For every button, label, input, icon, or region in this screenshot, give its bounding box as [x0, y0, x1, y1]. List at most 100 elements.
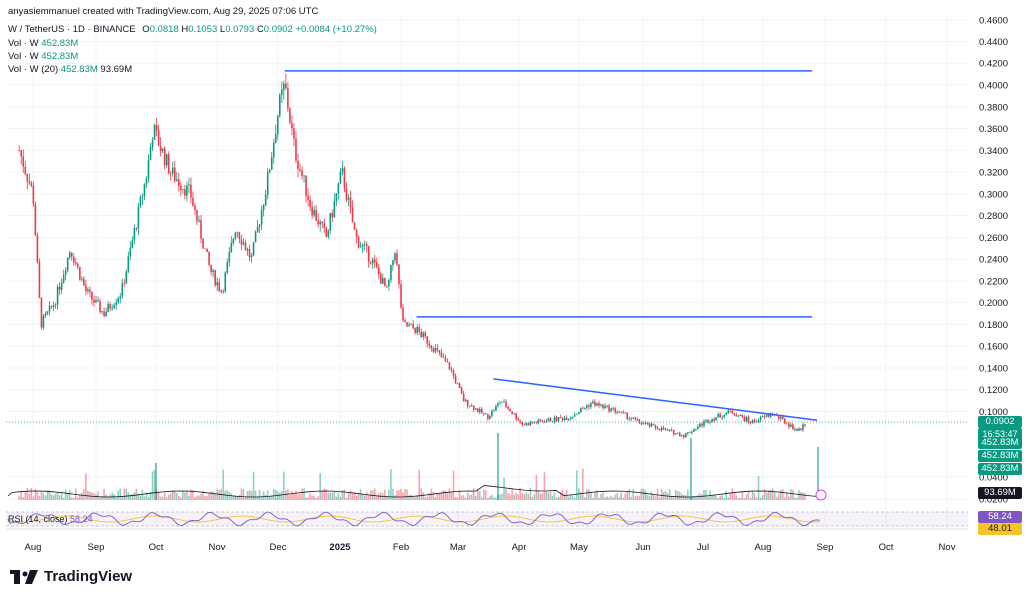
volume-value: 452.83M [41, 38, 79, 49]
volume-bar [129, 494, 132, 500]
candle-body [258, 224, 261, 227]
candle-body [276, 115, 279, 135]
volume-tag-b: 452.83M [978, 450, 1022, 462]
candle-body [656, 427, 659, 430]
candle-body [200, 220, 202, 239]
volume-bar [131, 494, 134, 500]
volume-bar [555, 497, 558, 500]
candle-body [719, 414, 721, 418]
volume-bar [604, 497, 606, 500]
candle-body [654, 425, 657, 428]
volume-bar [390, 469, 392, 500]
volume-bar [737, 497, 740, 500]
candle-body [228, 252, 231, 263]
volume-bar [695, 497, 697, 500]
y-tick-label: 0.4600 [979, 16, 1008, 27]
volume-bar [44, 495, 47, 500]
candle-body [491, 410, 493, 416]
volume-bar [466, 492, 469, 500]
volume-legend-1[interactable]: Vol · W 452.83M [8, 38, 78, 50]
volume-bar [218, 490, 221, 500]
candle-body [121, 283, 124, 297]
volume-bar [446, 491, 449, 500]
volume-legend-2[interactable]: Vol · W 452.83M [8, 51, 78, 63]
volume-bar [470, 494, 473, 500]
volume-bar [293, 493, 295, 500]
candle-body [430, 345, 433, 349]
volume-bar [246, 490, 249, 500]
volume-bar [487, 497, 489, 500]
candle-body [559, 417, 562, 418]
candle-body [343, 168, 346, 189]
y-tick-label: 0.3600 [979, 124, 1008, 135]
candle-body [636, 419, 639, 421]
volume-bar [301, 488, 303, 500]
candle-body [436, 348, 439, 351]
candle-body [650, 423, 653, 427]
candle-body [289, 108, 291, 123]
candle-body [448, 362, 451, 370]
volume-bar [733, 491, 736, 500]
candle-body [361, 244, 364, 247]
candle-body [668, 429, 671, 431]
volume-bar [765, 492, 768, 500]
candle-body [369, 261, 372, 264]
volume-bar [194, 497, 196, 500]
candle-body [329, 213, 332, 231]
candle-body [497, 403, 499, 406]
volume-bar [121, 497, 124, 500]
volume-bar [549, 491, 552, 500]
volume-bar [481, 497, 483, 500]
volume-bar [715, 495, 717, 500]
volume-bar [674, 489, 677, 500]
volume-bar [788, 496, 790, 500]
candle-body [440, 352, 443, 357]
volume-bar [802, 492, 804, 500]
symbol-name[interactable]: W / TetherUS · 1D · BINANCE [8, 24, 136, 35]
candle-body [390, 265, 392, 280]
candle-body [220, 290, 223, 292]
candle-body [327, 230, 330, 237]
candle-body [77, 263, 79, 268]
volume-bar [775, 496, 778, 500]
change-value: +0.0084 (+10.27%) [295, 24, 377, 35]
volume-bar [123, 488, 126, 500]
rsi-legend[interactable]: RSI (14, close) 58.24 [8, 513, 93, 525]
volume-bar [311, 495, 313, 500]
volume-bar [602, 492, 604, 500]
volume-bar [285, 490, 287, 500]
volume-bar [406, 489, 408, 500]
volume-bar [313, 495, 315, 500]
candle-body [485, 413, 487, 415]
volume-bar [719, 495, 721, 500]
volume-legend-3[interactable]: Vol · W (20) 452.83M 93.69M [8, 64, 132, 76]
volume-bar [751, 490, 754, 500]
brand[interactable]: TradingView [10, 568, 132, 585]
candle-body [747, 417, 750, 422]
y-tick-label: 0.3800 [979, 102, 1008, 113]
volume-bar [454, 496, 457, 500]
volume-bar [729, 494, 732, 500]
candle-body [224, 272, 227, 292]
volume-bar [590, 491, 592, 500]
candle-body [68, 252, 71, 258]
candle-body [66, 257, 69, 271]
candle-body [141, 196, 144, 198]
candle-body [733, 413, 736, 416]
volume-bar [507, 492, 509, 500]
volume-bar [289, 495, 291, 500]
candle-body [38, 262, 41, 298]
candle-body [616, 412, 618, 414]
volume-bar [426, 496, 429, 500]
candle-body [382, 278, 384, 284]
candle-body [737, 415, 740, 417]
candle-body [238, 232, 241, 240]
candle-body [34, 204, 37, 236]
volume-bar [305, 497, 307, 500]
volume-bar [22, 497, 25, 500]
candle-body [260, 209, 263, 225]
volume-bar [81, 492, 83, 500]
volume-bar [612, 497, 614, 500]
candle-body [687, 432, 689, 434]
